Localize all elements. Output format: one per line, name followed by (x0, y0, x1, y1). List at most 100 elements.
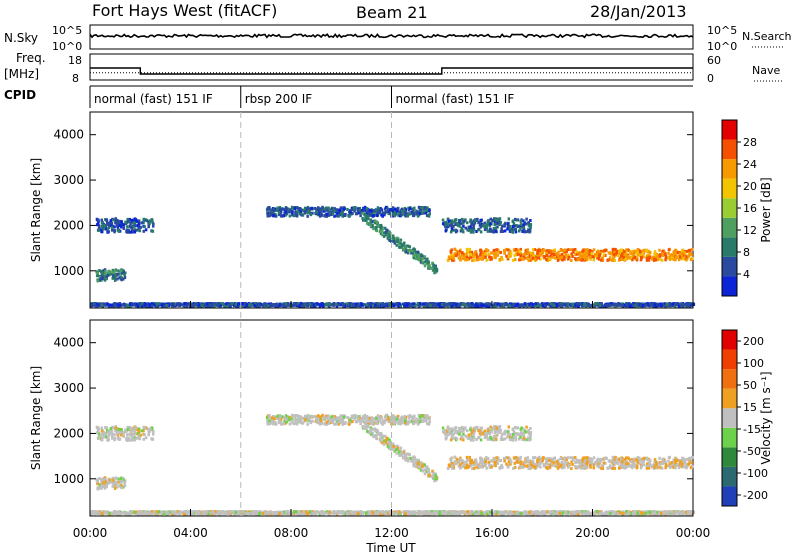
velocity-cell (388, 447, 392, 451)
power-cell (137, 226, 141, 230)
power-cell (644, 303, 648, 307)
power-cell (328, 208, 332, 212)
velocity-cell (582, 462, 586, 466)
velocity-cell (294, 421, 298, 425)
power-cell (110, 221, 114, 225)
velocity-cell (122, 434, 126, 438)
velocity-cell (124, 428, 127, 432)
power-cell (230, 302, 234, 306)
power-cell (473, 218, 477, 222)
power-cell (638, 254, 642, 258)
power-cell (113, 276, 117, 280)
velocity-cell (570, 466, 573, 470)
power-cell (683, 251, 687, 255)
velocity-cell (390, 447, 393, 451)
power-cell (412, 256, 416, 260)
velocity-cell (288, 422, 292, 426)
power-cell (675, 302, 678, 306)
power-cell (541, 304, 545, 308)
power-cell (211, 302, 214, 306)
velocity-cell (322, 417, 325, 421)
velocity-cell (102, 477, 105, 481)
velocity-cell (399, 453, 402, 457)
power-cell (640, 256, 643, 260)
power-cell (513, 253, 516, 257)
power-cell (626, 248, 630, 252)
velocity-cell (417, 461, 420, 465)
velocity-cell (96, 487, 100, 491)
power-cell (292, 214, 296, 218)
velocity-cell (417, 413, 421, 417)
power-cell (516, 224, 519, 228)
power-cell (127, 228, 130, 232)
velocity-cell (513, 466, 517, 470)
velocity-cell (428, 472, 431, 476)
freq-trace (90, 67, 693, 75)
velocity-cell (592, 466, 596, 470)
power-cell (94, 304, 98, 308)
velocity-cell (426, 465, 429, 469)
power-cell (450, 248, 453, 252)
power-cell (150, 229, 154, 233)
power-cell (451, 302, 454, 306)
power-cell (346, 302, 349, 306)
velocity-cell (560, 461, 564, 465)
power-cell (365, 211, 369, 215)
velocity-cell (108, 481, 111, 485)
power-cell (309, 213, 313, 217)
power-cell (358, 206, 362, 210)
power-cell (141, 302, 145, 306)
power-cell (522, 226, 526, 230)
power-cell (96, 302, 99, 306)
velocity-cell (668, 462, 672, 466)
power-cell (495, 302, 499, 306)
power-cell (499, 230, 503, 234)
power-cell (674, 258, 677, 262)
velocity-cell (419, 468, 423, 472)
power-cell (404, 304, 407, 308)
power-cell (524, 222, 528, 226)
power-cell (506, 303, 509, 307)
velocity-cell (528, 459, 532, 463)
power-cell (689, 303, 692, 307)
velocity-cell (545, 465, 548, 469)
velocity-cell (422, 414, 425, 418)
velocity-cell (423, 472, 427, 476)
power-cell (119, 272, 123, 276)
power-cell (407, 206, 410, 210)
power-cell (577, 304, 580, 308)
power-cell (609, 302, 612, 306)
power-cell (641, 249, 644, 253)
velocity-cell (460, 461, 464, 465)
power-cell (315, 208, 319, 212)
power-cell (363, 213, 367, 217)
velocity-cell (335, 422, 339, 426)
power-cell (106, 227, 110, 231)
power-cell (500, 227, 503, 231)
power-cell (559, 302, 563, 306)
power-cell (485, 258, 488, 262)
velocity-cell (104, 433, 108, 437)
power-cell (611, 258, 614, 262)
power-cell (469, 304, 473, 308)
power-cell (384, 233, 387, 237)
power-cell (369, 224, 373, 228)
power-cell (511, 224, 515, 228)
nave-tick-bottom: 0 (707, 72, 714, 85)
velocity-cell (97, 432, 101, 436)
velocity-cell (391, 417, 395, 421)
power-cell (466, 258, 469, 262)
velocity-cell (473, 461, 477, 465)
power-cell (440, 302, 443, 306)
velocity-cell (552, 461, 555, 465)
power-cell (520, 218, 523, 222)
power-cell (109, 303, 113, 307)
power-cell (317, 210, 321, 214)
power-cell (493, 217, 497, 221)
velocity-cell (150, 427, 154, 431)
velocity-cell (142, 429, 145, 433)
velocity-cell (402, 455, 405, 459)
velocity-cell (636, 455, 640, 459)
velocity-cell (613, 466, 617, 470)
power-cell (123, 276, 127, 280)
